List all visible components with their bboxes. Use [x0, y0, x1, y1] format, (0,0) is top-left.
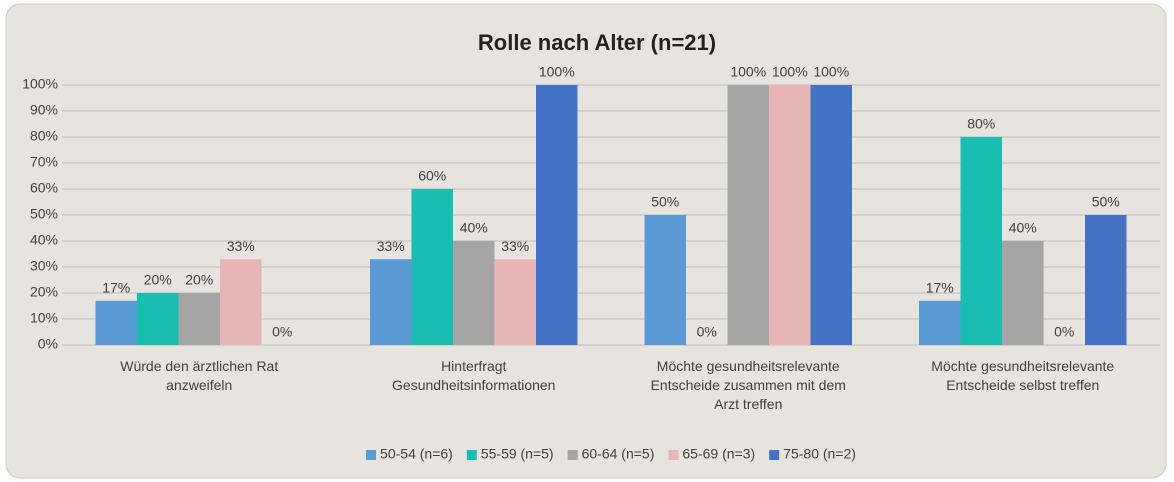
- data-label: 0%: [697, 324, 717, 340]
- y-tick-label: 50%: [30, 206, 58, 222]
- bar: [960, 137, 1002, 345]
- chart-title: Rolle nach Alter (n=21): [478, 30, 716, 55]
- data-label: 50%: [651, 194, 679, 210]
- legend-label: 55-59 (n=5): [481, 446, 554, 462]
- legend-swatch: [567, 450, 578, 460]
- bar: [644, 215, 686, 345]
- bar: [769, 85, 811, 345]
- bar: [137, 293, 179, 345]
- data-label: 50%: [1092, 194, 1120, 210]
- bar: [536, 85, 578, 345]
- data-label: 100%: [813, 64, 849, 80]
- y-tick-label: 80%: [30, 128, 58, 144]
- bar: [919, 300, 961, 345]
- legend-swatch: [366, 450, 377, 460]
- y-tick-label: 10%: [30, 310, 58, 326]
- y-tick-label: 90%: [30, 102, 58, 118]
- bar: [810, 85, 852, 345]
- legend-label: 50-54 (n=6): [380, 446, 453, 462]
- legend-label: 75-80 (n=2): [783, 446, 856, 462]
- bar: [95, 300, 137, 345]
- data-label: 100%: [730, 64, 766, 80]
- legend-label: 60-64 (n=5): [582, 446, 655, 462]
- data-label: 40%: [1009, 220, 1037, 236]
- data-label: 0%: [272, 324, 292, 340]
- data-label: 0%: [1054, 324, 1074, 340]
- data-label: 33%: [377, 238, 405, 254]
- data-label: 100%: [539, 64, 575, 80]
- bar: [370, 259, 412, 345]
- bar: [453, 241, 495, 345]
- bar: [1085, 215, 1127, 345]
- data-label: 100%: [772, 64, 808, 80]
- data-label: 17%: [102, 280, 130, 296]
- y-tick-label: 20%: [30, 284, 58, 300]
- y-tick-label: 0%: [38, 336, 58, 352]
- data-label: 17%: [926, 280, 954, 296]
- y-tick-label: 100%: [22, 76, 58, 92]
- x-tick-label: Möchte gesundheitsrelevante Entscheide z…: [650, 358, 846, 412]
- data-label: 20%: [144, 272, 172, 288]
- legend-swatch: [466, 450, 477, 460]
- data-label: 40%: [460, 220, 488, 236]
- bar: [411, 189, 453, 345]
- bar: [178, 293, 220, 345]
- data-label: 33%: [501, 238, 529, 254]
- bar: [220, 259, 262, 345]
- data-label: 20%: [185, 272, 213, 288]
- x-tick-label: Hinterfragt Gesundheitsinformationen: [392, 358, 556, 393]
- y-tick-label: 40%: [30, 232, 58, 248]
- y-tick-label: 70%: [30, 154, 58, 170]
- x-tick-label: Würde den ärztlichen Rat anzweifeln: [120, 358, 279, 393]
- data-label: 33%: [227, 238, 255, 254]
- bar: [1002, 241, 1044, 345]
- data-label: 60%: [418, 168, 446, 184]
- y-tick-label: 30%: [30, 258, 58, 274]
- legend-label: 65-69 (n=3): [682, 446, 755, 462]
- bar: [494, 259, 536, 345]
- bar: [727, 85, 769, 345]
- y-tick-label: 60%: [30, 180, 58, 196]
- legend-swatch: [769, 450, 780, 460]
- data-label: 80%: [967, 116, 995, 132]
- x-tick-label: Möchte gesundheitsrelevante Entscheide s…: [931, 358, 1115, 393]
- legend-swatch: [668, 450, 679, 460]
